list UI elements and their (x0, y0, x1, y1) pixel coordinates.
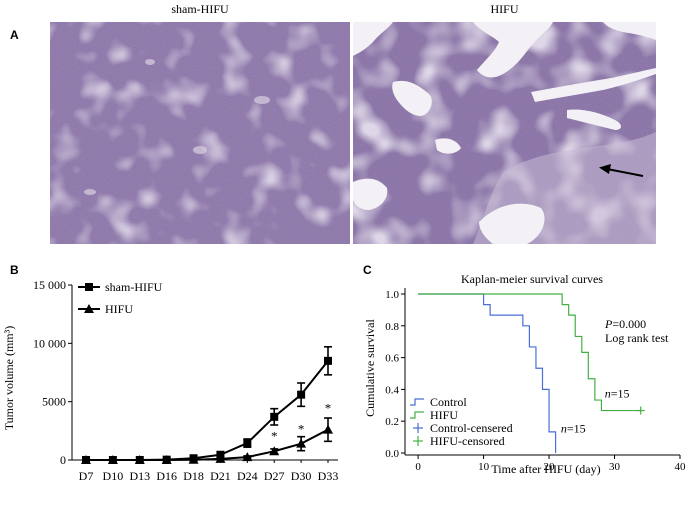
panel-label-b: B (10, 263, 19, 277)
series-line-0 (86, 360, 329, 461)
x-tick-label: D24 (237, 469, 258, 483)
legend-label: HIFU (105, 302, 133, 316)
y-tick-label: 0.0 (385, 448, 399, 460)
hifu-micrograph (353, 22, 656, 244)
survival-curve-1 (418, 293, 641, 412)
survival-curve-0 (418, 293, 557, 453)
data-point (297, 390, 306, 399)
legend-step-symbol (410, 398, 424, 406)
x-tick-label: D16 (156, 469, 177, 483)
tumor-volume-y-axis-label: Tumor volume (mm³) (2, 326, 16, 431)
x-tick-label: 30 (609, 461, 621, 473)
data-point (323, 424, 333, 434)
legend-label: HIFU (430, 408, 458, 422)
x-tick-label: D18 (183, 469, 204, 483)
sample-size-label: n=15 (561, 421, 586, 435)
p-value-text: P=0.000 (604, 317, 646, 331)
tissue-tear-marks (353, 22, 656, 244)
data-point (215, 453, 226, 463)
legend-label: HIFU-censored (430, 434, 505, 448)
legend-step-symbol (410, 411, 424, 419)
x-tick-label: 0 (415, 461, 421, 473)
sham-hifu-micrograph-svg (50, 22, 350, 244)
significance-marker: * (271, 428, 278, 443)
arrow-icon (599, 164, 644, 177)
data-point (296, 438, 307, 448)
y-tick-label: 10 000 (33, 336, 66, 350)
data-point (134, 455, 145, 464)
hifu-image-title: HIFU (490, 2, 519, 16)
hifu-micrograph-svg (353, 22, 656, 244)
survival-chart-title: Kaplan-meier survival curves (461, 272, 603, 286)
x-tick-label: D21 (210, 469, 231, 483)
tumor-volume-chart: * * * 0 5000 10 000 15 000 D7 D10 D13 D16 D18 D21 D2… (2, 278, 339, 483)
significance-marker: * (298, 421, 305, 436)
x-tick-label: 20 (544, 461, 556, 473)
tumor-volume-legend: sham-HIFU HIFU (78, 280, 163, 316)
x-tick-label: D7 (79, 469, 94, 483)
x-tick-label: D27 (264, 469, 285, 483)
significance-marker: * (325, 400, 332, 415)
data-point (324, 356, 332, 365)
y-tick-label: 0 (60, 453, 66, 467)
data-point (188, 454, 199, 464)
sham-hifu-micrograph (50, 22, 350, 244)
survival-axes (401, 288, 681, 459)
x-tick-label: D33 (318, 469, 339, 483)
x-tick-label: 40 (675, 461, 687, 473)
y-tick-label: 0.8 (385, 321, 399, 333)
y-tick-label: 5000 (42, 395, 66, 409)
data-point (269, 446, 280, 456)
data-point (161, 455, 172, 464)
panel-label-c: C (363, 263, 372, 277)
test-name-text: Log rank test (605, 331, 669, 345)
series-line-1 (86, 428, 329, 461)
y-tick-label: 0.6 (385, 353, 399, 365)
survival-x-axis-label: Time after HIFU (day) (491, 462, 600, 476)
x-tick-label: D13 (129, 469, 150, 483)
y-tick-label: 0.4 (385, 384, 399, 396)
legend-marker (85, 283, 93, 291)
survival-y-axis-label: Cumulative survival (363, 319, 377, 417)
sham-hifu-image-title: sham-HIFU (171, 2, 229, 16)
y-tick-label: 0.2 (385, 416, 399, 428)
data-point (107, 455, 118, 464)
data-point (81, 455, 91, 464)
legend-marker (84, 304, 94, 313)
survival-chart: n=15 n=15 0.0 0.2 0.4 0.6 0.8 1.0 0 10 20 30 40 Con… (363, 272, 687, 476)
data-point (243, 439, 252, 448)
x-tick-label: D10 (103, 469, 124, 483)
panel-label-a: A (10, 28, 19, 42)
legend-label: Control (430, 395, 467, 409)
data-point (270, 412, 279, 421)
legend-label: sham-HIFU (105, 280, 163, 294)
data-point (242, 452, 253, 462)
x-tick-label: 10 (478, 461, 490, 473)
sample-size-label: n=15 (605, 386, 630, 400)
y-tick-label: 1.0 (385, 289, 399, 301)
x-tick-label: D30 (291, 469, 312, 483)
y-tick-label: 15 000 (33, 278, 66, 292)
legend-label: Control-censered (430, 421, 513, 435)
